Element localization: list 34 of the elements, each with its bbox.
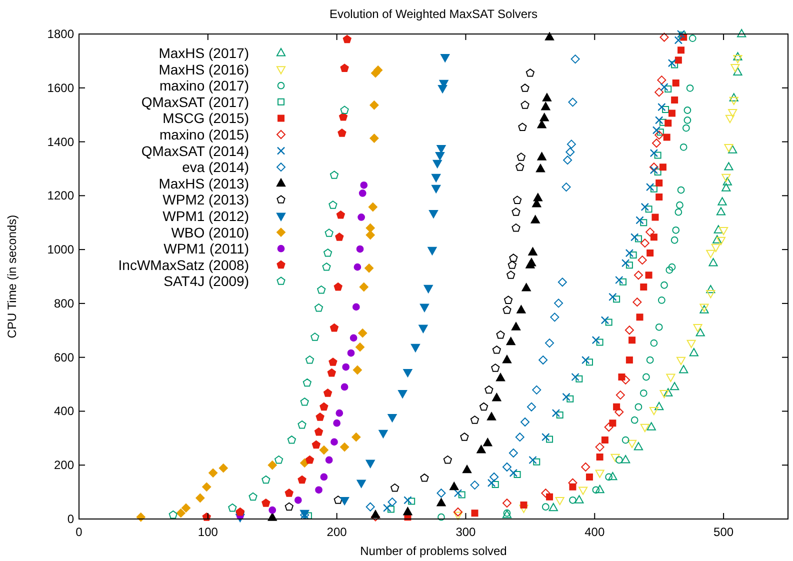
legend-label: MSCG (2015): [162, 110, 249, 126]
legend-label: MaxHS (2017): [158, 45, 249, 61]
legend-label: MaxHS (2016): [158, 61, 249, 78]
y-axis-title: CPU Time (in seconds): [5, 214, 19, 338]
y-tick-label: 1000: [47, 242, 74, 257]
x-tick-label: 100: [198, 525, 218, 539]
y-tick-label: 0: [67, 512, 74, 526]
x-tick-label: 500: [714, 525, 734, 539]
y-tick-label: 400: [54, 404, 74, 418]
y-tick-label: 1200: [47, 188, 74, 203]
x-tick-label: 300: [456, 525, 476, 539]
legend-label: WPM1 (2012): [162, 208, 249, 224]
y-tick-label: 1800: [47, 27, 74, 41]
legend-label: eva (2014): [182, 159, 249, 176]
y-tick-label: 800: [54, 296, 74, 310]
x-tick-label: 200: [326, 525, 348, 539]
legend-label: maxino (2015): [160, 126, 249, 142]
legend-label: WPM1 (2011): [164, 240, 249, 257]
chart-title: Evolution of Weighted MaxSAT Solvers: [329, 7, 538, 21]
y-tick-label: 1600: [47, 80, 74, 95]
y-tick-label: 200: [54, 458, 74, 472]
legend-label: SAT4J (2009): [164, 273, 249, 290]
x-axis-title: Number of problems solved: [360, 544, 507, 558]
legend-label: WBO (2010): [171, 224, 249, 240]
legend-label: IncWMaxSatz (2008): [118, 256, 249, 273]
y-tick-label: 600: [54, 350, 74, 364]
legend-label: QMaxSAT (2014): [141, 142, 249, 159]
legend-label: WPM2 (2013): [162, 192, 249, 208]
x-tick-label: 0: [76, 525, 83, 539]
legend-label: maxino (2017): [160, 78, 249, 94]
legend-label: QMaxSAT (2017): [141, 94, 249, 110]
x-tick-label: 400: [584, 525, 605, 539]
legend-label: MaxHS (2013): [158, 175, 249, 192]
y-tick-label: 1400: [47, 134, 74, 149]
